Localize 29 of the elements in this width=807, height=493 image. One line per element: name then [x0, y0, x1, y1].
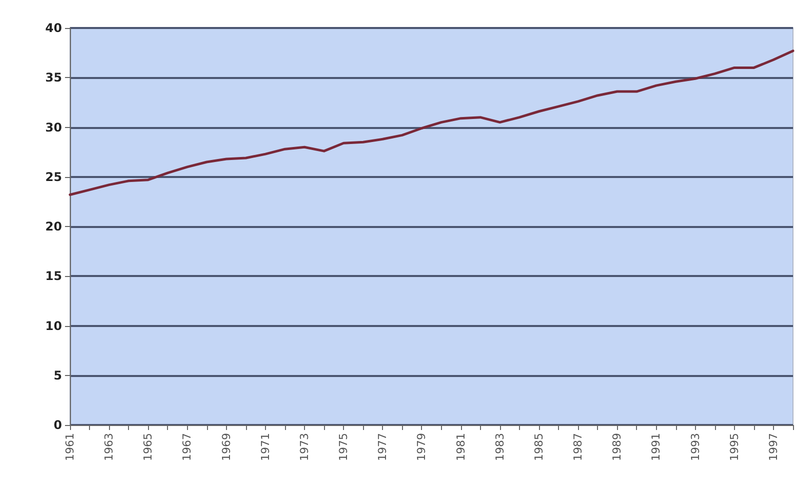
- x-tick-label: 1987: [572, 433, 585, 461]
- line-series: [68, 50, 794, 196]
- x-tick-label: 1993: [688, 433, 702, 461]
- y-tick-label: 20: [45, 220, 62, 234]
- y-tick-label: 30: [45, 120, 62, 134]
- x-tick-label: 1979: [415, 433, 428, 461]
- x-tick-label: 1967: [180, 433, 194, 461]
- x-tick-label: 1961: [64, 433, 76, 461]
- x-tick-label: 1991: [650, 433, 663, 461]
- x-tick-label: 1989: [610, 433, 624, 461]
- y-tick-label: 35: [45, 70, 62, 85]
- y-tick-label: 15: [45, 269, 62, 284]
- x-tick-label: 1963: [102, 433, 116, 461]
- y-tick-label: 10: [45, 318, 62, 333]
- x-tick-label: 1975: [337, 433, 350, 461]
- x-tick-label: 1965: [142, 433, 155, 461]
- x-tick-label: 1995: [728, 433, 741, 461]
- x-tick-label: 1971: [258, 433, 272, 461]
- y-tick-label: 40: [45, 21, 62, 35]
- x-tick-label: 1985: [532, 433, 546, 461]
- x-tick-label: 1969: [220, 433, 233, 461]
- x-tick-label: 1983: [493, 433, 506, 461]
- x-tick-label: 1973: [298, 433, 311, 461]
- y-tick-label: 0: [54, 418, 62, 432]
- x-tick-label: 1997: [766, 433, 780, 461]
- x-tick-label: 1981: [454, 433, 468, 461]
- y-tick-label: 5: [54, 368, 62, 382]
- x-tick-label: 1977: [376, 433, 390, 461]
- y-tick-label: 25: [45, 170, 62, 184]
